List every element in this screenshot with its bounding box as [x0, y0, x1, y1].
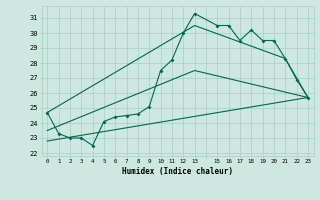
X-axis label: Humidex (Indice chaleur): Humidex (Indice chaleur) [122, 167, 233, 176]
